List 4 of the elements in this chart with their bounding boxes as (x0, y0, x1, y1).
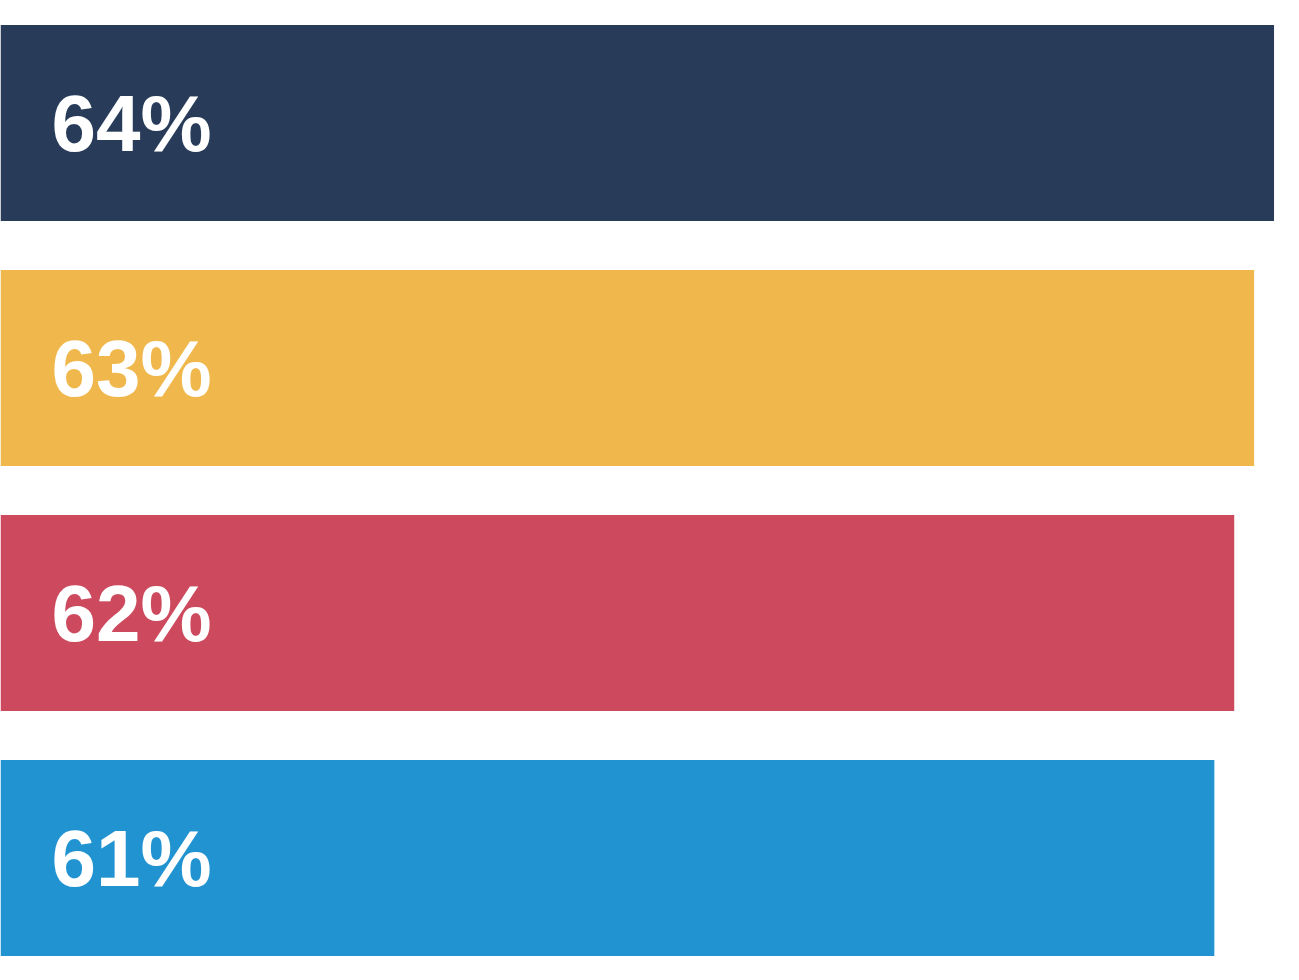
data-label: 64% (51, 78, 212, 168)
data-label: 63% (51, 323, 212, 413)
data-label: 61% (51, 813, 212, 903)
data-label: 62% (51, 568, 212, 658)
